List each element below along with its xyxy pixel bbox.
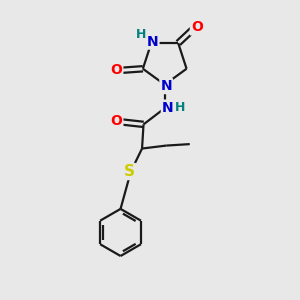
Text: N: N bbox=[147, 34, 158, 49]
Text: N: N bbox=[162, 100, 173, 115]
Text: O: O bbox=[110, 63, 122, 77]
Text: H: H bbox=[136, 28, 146, 41]
Text: O: O bbox=[110, 114, 122, 128]
Text: S: S bbox=[124, 164, 135, 179]
Text: O: O bbox=[191, 20, 203, 34]
Text: N: N bbox=[160, 79, 172, 93]
Text: H: H bbox=[175, 101, 185, 114]
